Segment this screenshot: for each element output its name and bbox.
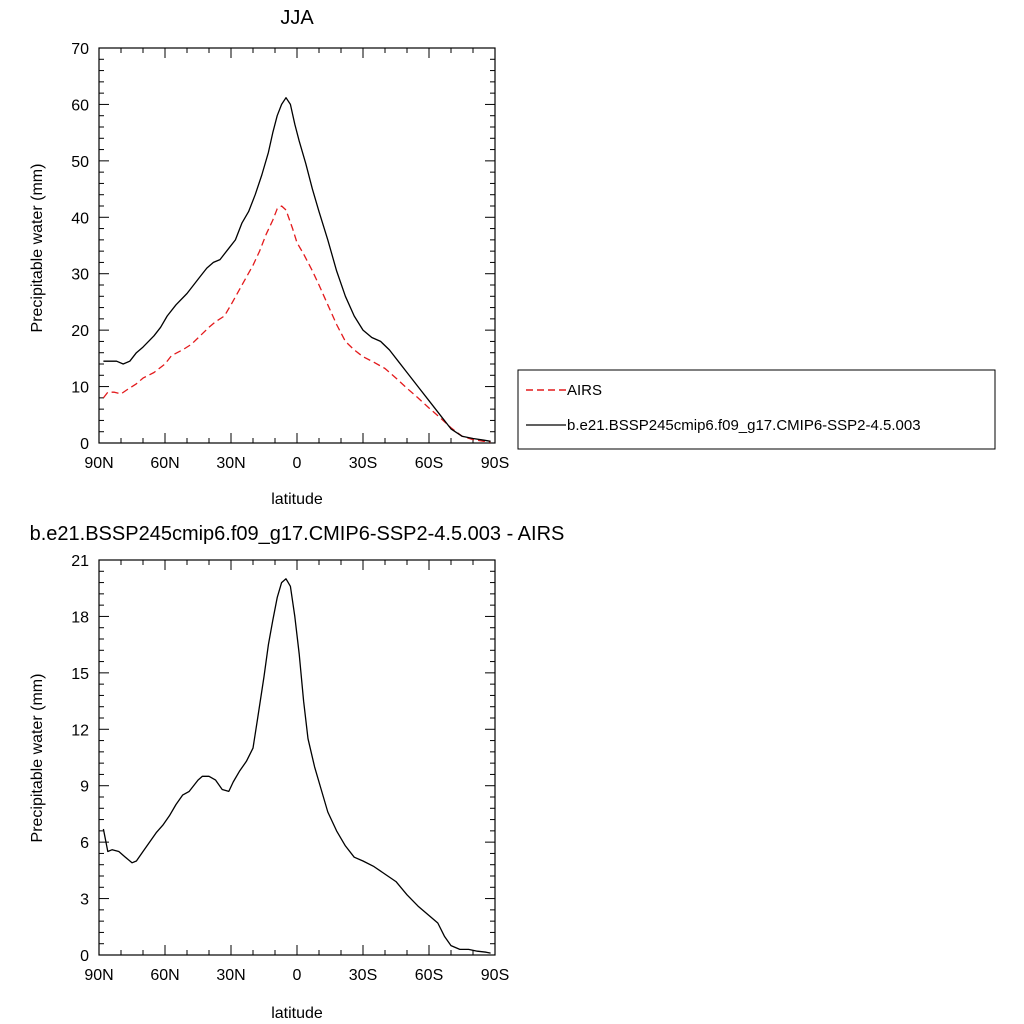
- x-tick-label: 30N: [216, 455, 245, 472]
- y-tick-label: 20: [71, 323, 89, 340]
- legend-label-airs: AIRS: [567, 382, 602, 399]
- y-tick-label: 0: [80, 948, 89, 965]
- plot-area-bottom: 0 3 6 9 12 15 18 21 90N 60N 30N 0 30S 60S 90S: [71, 553, 509, 984]
- y-tick-label: 50: [71, 154, 89, 171]
- x-tick-label: 60S: [415, 967, 443, 984]
- chart-title-bottom: b.e21.BSSP245cmip6.f09_g17.CMIP6-SSP2-4.…: [30, 523, 565, 545]
- legend-box: [517, 369, 996, 450]
- series-line-b-e21-bssp245cmip6-f09-g17-cmip6-ssp2-4-5-003: [103, 97, 491, 442]
- x-tick-label: 90S: [481, 967, 509, 984]
- x-tick-label: 0: [293, 455, 302, 472]
- y-tick-label: 10: [71, 380, 89, 397]
- x-tick-label: 60N: [150, 967, 179, 984]
- x-tick-label: 90N: [84, 967, 113, 984]
- x-axis-label-bottom: latitude: [271, 1005, 323, 1022]
- x-tick-label: 60N: [150, 455, 179, 472]
- legend: AIRS b.e21.BSSP245cmip6.f09_g17.CMIP6-SS…: [517, 369, 996, 450]
- chart-panel-top: JJA Precipitable water (mm) latitude 0 10…: [29, 7, 996, 508]
- x-tick-label: 30S: [349, 967, 377, 984]
- x-axis-label-top: latitude: [271, 491, 323, 508]
- y-tick-label: 12: [71, 722, 89, 739]
- y-axis-label-top: Precipitable water (mm): [29, 164, 46, 333]
- y-tick-label: 70: [71, 41, 89, 58]
- y-tick-label: 30: [71, 267, 89, 284]
- y-tick-label: 3: [80, 892, 89, 909]
- chart-panel-bottom: b.e21.BSSP245cmip6.f09_g17.CMIP6-SSP2-4.…: [29, 523, 564, 1022]
- x-tick-label: 30S: [349, 455, 377, 472]
- x-tick-label: 90S: [481, 455, 509, 472]
- y-tick-label: 18: [71, 609, 89, 626]
- y-tick-label: 21: [71, 553, 89, 570]
- x-tick-label: 30N: [216, 967, 245, 984]
- y-tick-label: 9: [80, 779, 89, 796]
- x-tick-label: 0: [293, 967, 302, 984]
- y-tick-label: 0: [80, 436, 89, 453]
- series-line-airs: [102, 205, 491, 443]
- plot-frame: [98, 47, 496, 444]
- x-tick-label: 90N: [84, 455, 113, 472]
- legend-label-model: b.e21.BSSP245cmip6.f09_g17.CMIP6-SSP2-4.…: [567, 417, 921, 434]
- y-axis-label-bottom: Precipitable water (mm): [29, 674, 46, 843]
- plot-area-top: 0 10 20 30 40 50 60 70 90N 60N 30N 0 30S 60S 90S: [71, 41, 509, 472]
- chart-title-top: JJA: [280, 7, 314, 29]
- y-tick-label: 40: [71, 210, 89, 227]
- y-tick-label: 60: [71, 97, 89, 114]
- x-tick-label: 60S: [415, 455, 443, 472]
- plot-frame: [98, 559, 496, 956]
- y-tick-label: 6: [80, 835, 89, 852]
- y-tick-label: 15: [71, 666, 89, 683]
- series-line-difference: [102, 578, 491, 954]
